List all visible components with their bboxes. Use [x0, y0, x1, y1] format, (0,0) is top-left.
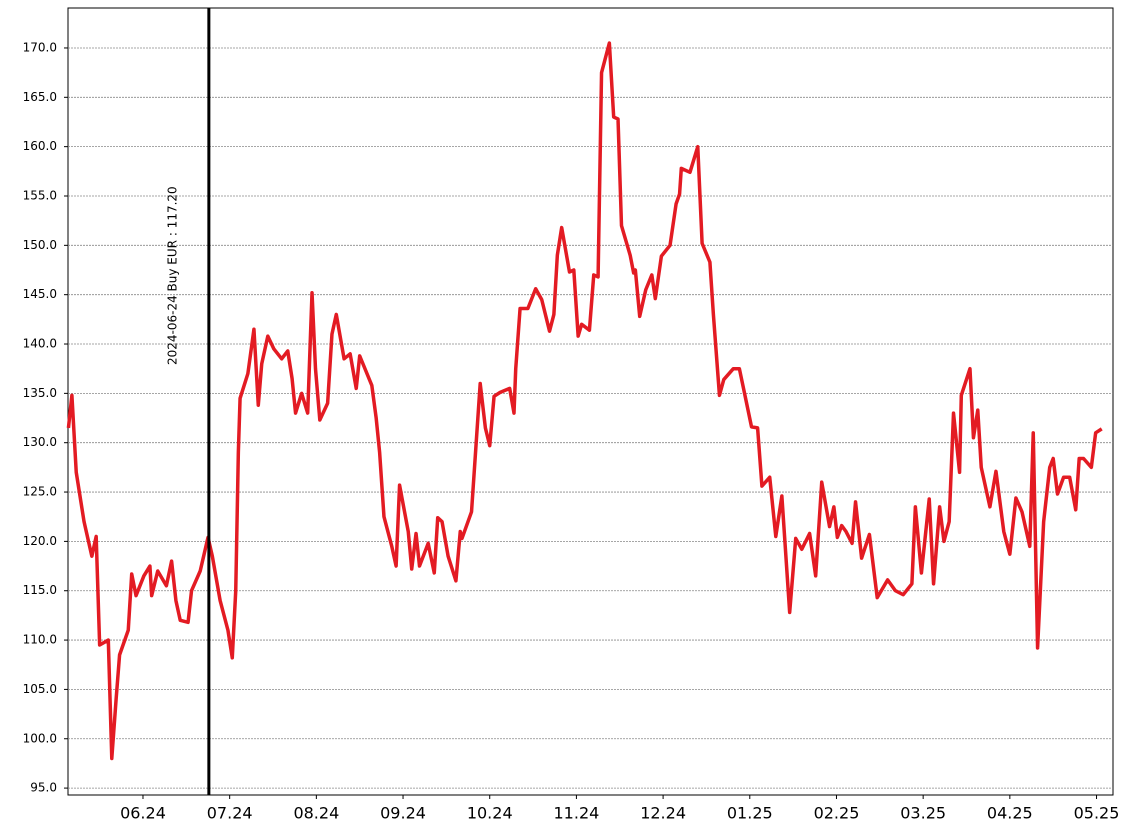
y-tick-label: 110.0: [23, 633, 57, 647]
x-tick-label: 02.25: [814, 804, 860, 823]
x-tick-label: 03.25: [900, 804, 946, 823]
y-tick-label: 105.0: [23, 682, 57, 696]
y-tick-label: 115.0: [23, 583, 57, 597]
marks: [66, 8, 1103, 795]
y-tick-label: 160.0: [23, 139, 57, 153]
y-tick-label: 130.0: [23, 435, 57, 449]
y-tick-label: 155.0: [23, 188, 57, 202]
x-tick-label: 06.24: [120, 804, 166, 823]
y-tick-label: 100.0: [23, 731, 57, 745]
event-label: 2024-06-24 Buy EUR : 117.20: [165, 186, 179, 365]
y-tick-label: 165.0: [23, 90, 57, 104]
y-tick-label: 135.0: [23, 386, 57, 400]
x-tick-label: 05.25: [1074, 804, 1120, 823]
x-tick-label: 09.24: [380, 804, 426, 823]
x-tick-label: 08.24: [293, 804, 339, 823]
price-line: [66, 41, 1103, 761]
grid: [64, 47, 1113, 799]
x-tick-label: 12.24: [640, 804, 686, 823]
plot-area: [67, 7, 1114, 796]
y-tick-label: 140.0: [23, 337, 57, 351]
y-tick-label: 150.0: [23, 238, 57, 252]
y-tick-label: 120.0: [23, 534, 57, 548]
x-tick-label: 01.25: [727, 804, 773, 823]
x-tick-label: 10.24: [467, 804, 513, 823]
x-tick-label: 04.25: [987, 804, 1033, 823]
x-tick-label: 07.24: [207, 804, 253, 823]
x-tick-label: 11.24: [554, 804, 600, 823]
y-tick-label: 95.0: [30, 781, 57, 795]
y-tick-label: 170.0: [23, 40, 57, 54]
y-tick-label: 145.0: [23, 287, 57, 301]
y-tick-label: 125.0: [23, 485, 57, 499]
